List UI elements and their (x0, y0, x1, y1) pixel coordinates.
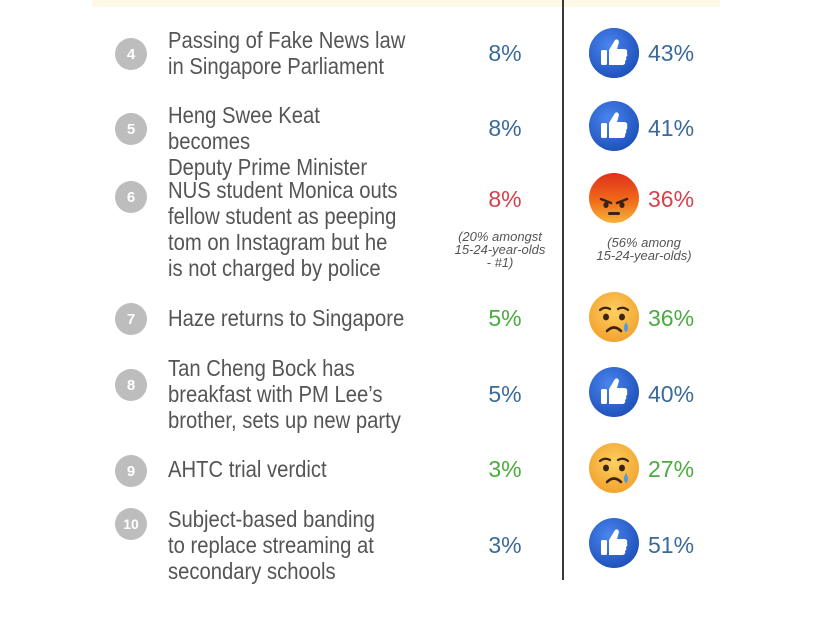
rank-badge: 8 (115, 369, 147, 401)
percent-note: (20% amongst 15-24-year-olds - #1) (454, 229, 546, 270)
news-label: Passing of Fake News law in Singapore Pa… (168, 27, 406, 79)
reaction-percent: 41% (648, 115, 695, 141)
sad-icon (589, 443, 639, 493)
percent-value: 8% (488, 186, 522, 212)
reaction-percent: 51% (648, 532, 695, 558)
rank-badge: 6 (115, 181, 147, 213)
reaction-percent: 36% (648, 186, 695, 212)
percent-value: 5% (488, 381, 522, 407)
reaction-percent: 43% (648, 40, 695, 66)
news-label: Tan Cheng Bock has breakfast with PM Lee… (168, 355, 401, 433)
like-icon (589, 101, 639, 151)
percent-value: 3% (488, 456, 522, 482)
reaction-note: (56% among 15-24-year-olds) (596, 235, 692, 263)
news-label: NUS student Monica outs fellow student a… (168, 177, 398, 281)
percent-value: 3% (488, 532, 522, 558)
like-icon (589, 367, 639, 417)
like-icon (589, 28, 639, 78)
news-label: Haze returns to Singapore (168, 305, 405, 331)
like-icon (589, 518, 639, 568)
rank-badge: 7 (115, 303, 147, 335)
rank-badge: 4 (115, 38, 147, 70)
rank-badge: 10 (115, 508, 147, 540)
reaction-percent: 36% (648, 305, 695, 331)
percent-value: 8% (488, 115, 522, 141)
rank-badge: 5 (115, 113, 147, 145)
percent-value: 5% (488, 305, 522, 331)
column-divider (562, 0, 564, 580)
header-band (92, 0, 720, 7)
sad-icon (589, 292, 639, 342)
news-label: Subject-based banding to replace streami… (168, 506, 376, 584)
rank-badge: 9 (115, 455, 147, 487)
percent-value: 8% (488, 40, 522, 66)
news-label: Heng Swee Keat becomes Deputy Prime Mini… (168, 102, 368, 180)
reaction-percent: 27% (648, 456, 695, 482)
news-label: AHTC trial verdict (168, 456, 327, 482)
reaction-percent: 40% (648, 381, 695, 407)
angry-icon (589, 173, 639, 223)
